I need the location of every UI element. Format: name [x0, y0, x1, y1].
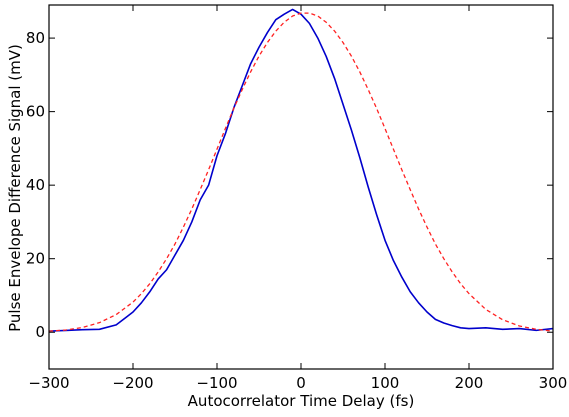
plot-lines — [48, 8, 554, 332]
x-tick-label: 300 — [539, 374, 568, 392]
x-tick-label: 200 — [455, 374, 484, 392]
measured-signal-line — [48, 8, 554, 332]
axis-ticks: −300 −200 −100 0 100 200 300 0 20 40 60 80 — [26, 5, 567, 392]
x-tick-label: 100 — [371, 374, 400, 392]
x-tick-label: −300 — [28, 374, 69, 392]
y-axis-label: Pulse Envelope Difference Signal (mV) — [6, 44, 24, 332]
y-tick-label: 80 — [26, 29, 45, 47]
y-tick-label: 60 — [26, 103, 45, 121]
y-tick-label: 20 — [26, 250, 45, 268]
x-axis-label: Autocorrelator Time Delay (fs) — [188, 392, 415, 410]
x-tick-label: −100 — [196, 374, 237, 392]
y-tick-label: 40 — [26, 176, 45, 194]
x-tick-label: −200 — [112, 374, 153, 392]
y-tick-label: 0 — [35, 323, 45, 341]
plot-frame — [48, 4, 554, 370]
x-tick-label: 0 — [296, 374, 306, 392]
fit-curve-dashed — [48, 12, 554, 332]
